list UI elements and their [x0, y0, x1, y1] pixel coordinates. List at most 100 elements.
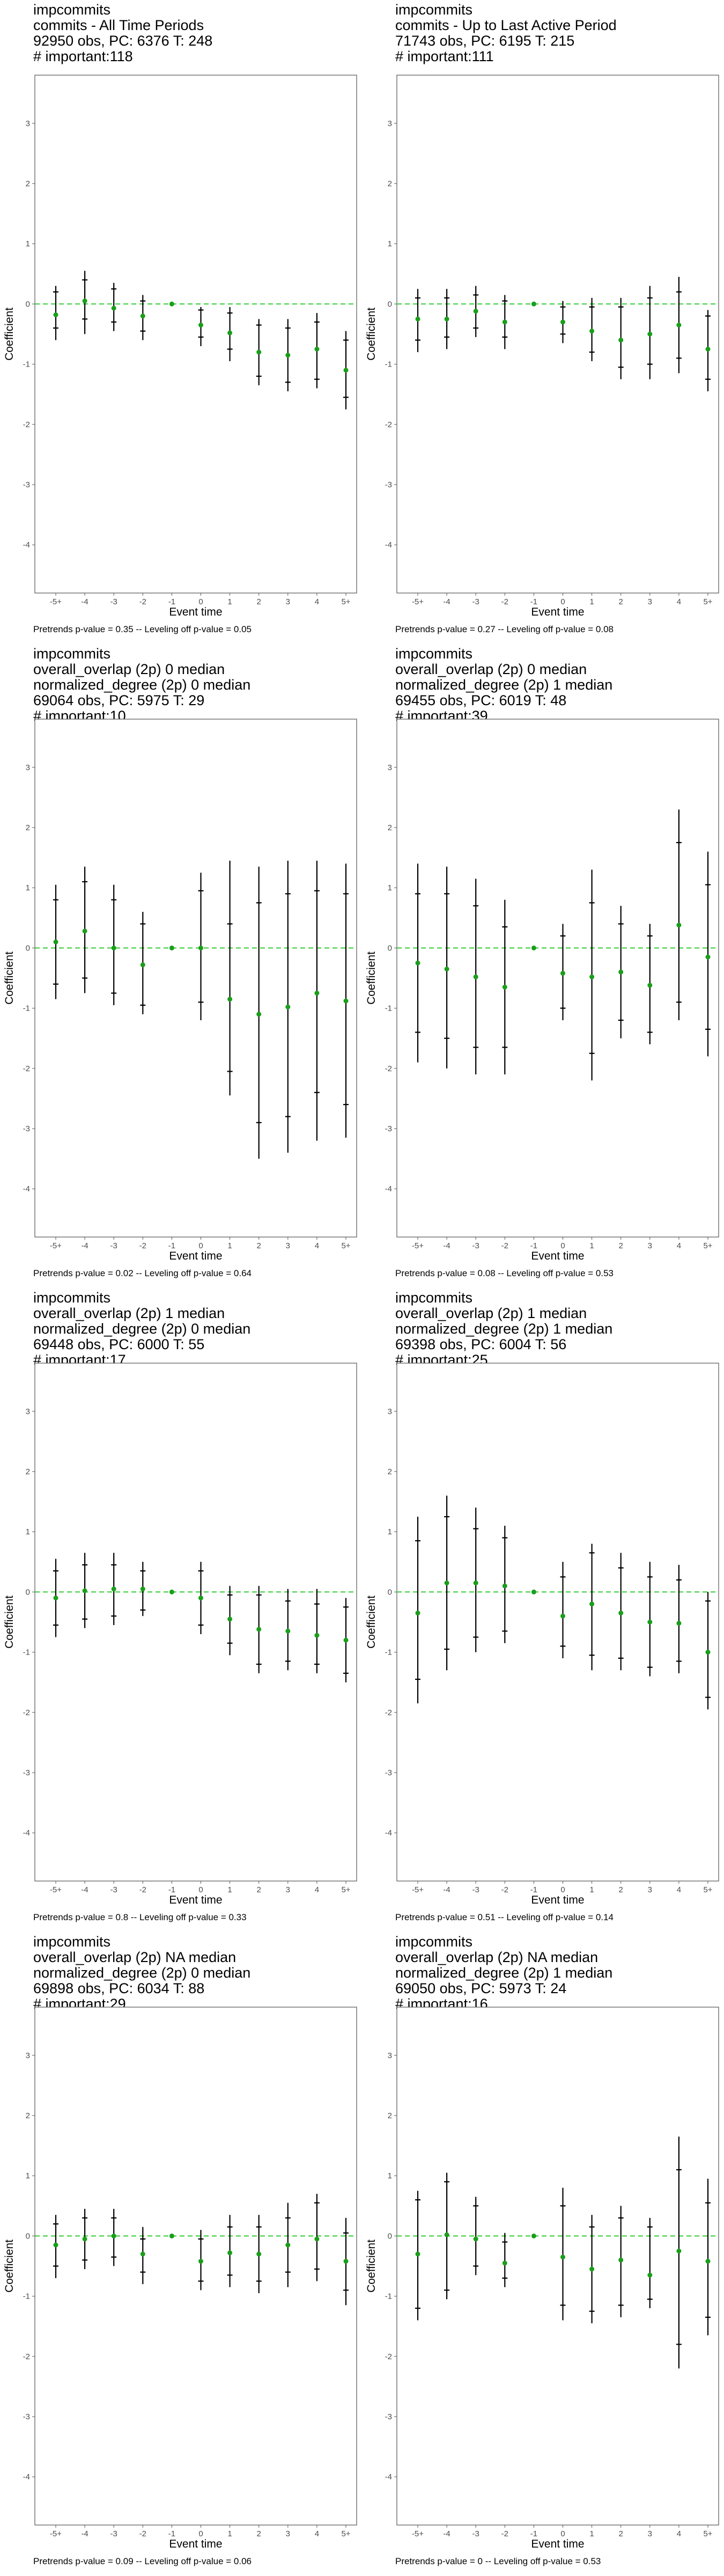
x-tick-label: -2 [501, 597, 508, 606]
x-tick-label: -2 [501, 2529, 508, 2538]
event-study-panel: impcommits overall_overlap (2p) 0 median n… [0, 644, 362, 1288]
panel-title-line: 69455 obs, PC: 6019 T: 48 [395, 692, 567, 708]
y-tick-label: 1 [26, 883, 30, 892]
x-tick-label: 5+ [703, 1885, 712, 1894]
x-axis-label: Event time [169, 606, 222, 618]
event-study-panel: impcommits overall_overlap (2p) 0 median n… [362, 644, 724, 1288]
x-tick-label: -1 [530, 597, 537, 606]
x-tick-label: 3 [648, 1885, 652, 1894]
y-tick-label: -4 [385, 1828, 392, 1838]
panel-title: impcommits overall_overlap (2p) NA median… [33, 1934, 250, 2012]
x-tick-label: -1 [168, 1885, 175, 1894]
x-tick-label: -2 [139, 597, 146, 606]
event-study-plot: -4 -3 -2 -1 0 1 2 3 -5+ -4 -3 -2 -1 0 1 2 3 4 5+ Event time… [365, 719, 719, 1262]
coefficient-point [169, 945, 174, 950]
y-tick-label: -3 [385, 1124, 392, 1133]
coefficient-point [82, 298, 87, 304]
panel-title-line: overall_overlap (2p) NA median [33, 1949, 237, 1965]
x-tick-label: 5+ [341, 2529, 350, 2538]
x-tick-label: -2 [139, 1241, 146, 1250]
y-tick-label: 1 [388, 1527, 392, 1536]
coefficient-point [314, 1633, 320, 1638]
y-tick-label: -4 [23, 540, 30, 550]
y-axis-label: Coefficient [3, 1596, 16, 1649]
x-tick-label: 5+ [703, 597, 712, 606]
coefficient-point [444, 1580, 449, 1586]
x-tick-label: 4 [315, 2529, 319, 2538]
x-axis-label: Event time [531, 606, 584, 618]
y-tick-label: 0 [388, 943, 392, 953]
y-tick-label: -1 [23, 2292, 30, 2301]
x-tick-label: -2 [139, 2529, 146, 2538]
y-tick-label: 3 [388, 1407, 392, 1416]
coefficient-point [343, 998, 349, 1004]
panel-title-line: 69050 obs, PC: 5973 T: 24 [395, 1980, 567, 1996]
coefficient-point [198, 945, 203, 950]
y-tick-label: -1 [385, 1004, 392, 1013]
panel-title-line: # important:118 [33, 48, 133, 64]
coefficient-point [343, 2259, 349, 2264]
coefficient-point [531, 945, 536, 950]
x-tick-label: 1 [589, 1885, 594, 1894]
panel-title-line: impcommits [395, 646, 473, 662]
coefficient-point [473, 1580, 478, 1586]
event-study-panel: impcommits commits - Up to Last Active Pe… [362, 0, 724, 644]
x-tick-label: 4 [315, 597, 319, 606]
x-tick-label: 0 [560, 597, 565, 606]
panel-title-line: impcommits [395, 2, 473, 18]
plot-frame [396, 75, 719, 594]
panel-title-line: overall_overlap (2p) NA median [395, 1949, 599, 1965]
coefficient-point [314, 2236, 320, 2242]
panel-title-line: normalized_degree (2p) 1 median [395, 1321, 613, 1337]
coefficient-point [444, 316, 449, 321]
coefficient-point [502, 2260, 507, 2266]
coefficient-point [444, 2232, 449, 2237]
panel-title-line: overall_overlap (2p) 1 median [33, 1305, 225, 1321]
panel-title-line: impcommits [33, 1934, 111, 1950]
pvalue-footer: Pretrends p-value = 0.8 -- Leveling off … [33, 1912, 247, 1922]
x-tick-label: 3 [648, 597, 652, 606]
y-tick-label: 3 [388, 2051, 392, 2060]
coefficient-point [169, 2233, 174, 2238]
panel-title-line: overall_overlap (2p) 0 median [395, 661, 587, 677]
x-tick-label: -5+ [50, 1241, 62, 1250]
y-tick-label: -2 [23, 1708, 30, 1717]
x-tick-label: -4 [443, 597, 450, 606]
x-tick-label: -1 [168, 597, 175, 606]
panel-title-line: 69398 obs, PC: 6004 T: 56 [395, 1336, 567, 1352]
event-study-plot: -4 -3 -2 -1 0 1 2 3 -5+ -4 -3 -2 -1 0 1 2 3 4 5+ Event time… [3, 719, 357, 1262]
x-tick-label: -5+ [50, 597, 62, 606]
coefficient-point [227, 997, 233, 1002]
pvalue-footer: Pretrends p-value = 0.35 -- Leveling off… [33, 624, 252, 634]
coefficient-point [473, 2236, 478, 2242]
coefficient-point [647, 2272, 653, 2278]
x-tick-label: -3 [472, 1885, 479, 1894]
coefficient-point [705, 2259, 711, 2264]
pvalue-footer: Pretrends p-value = 0.02 -- Leveling off… [33, 1268, 252, 1278]
coefficient-point [227, 2250, 233, 2256]
coefficient-point [256, 349, 262, 355]
x-tick-label: -4 [81, 597, 88, 606]
y-tick-label: -3 [23, 1768, 30, 1777]
x-tick-label: 5+ [341, 597, 350, 606]
y-tick-label: 0 [26, 1587, 30, 1597]
x-tick-label: -1 [168, 1241, 175, 1250]
event-study-plot: -4 -3 -2 -1 0 1 2 3 -5+ -4 -3 -2 -1 0 1 2 3 4 5+ Event time… [3, 1363, 357, 1906]
x-tick-label: 4 [677, 597, 681, 606]
y-tick-label: 3 [26, 2051, 30, 2060]
event-study-plot: -4 -3 -2 -1 0 1 2 3 -5+ -4 -3 -2 -1 0 1 2 3 4 5+ Event time… [365, 2007, 719, 2550]
y-tick-label: 1 [26, 2171, 30, 2180]
coefficient-point [169, 301, 174, 306]
coefficient-point [618, 1611, 624, 1616]
y-tick-label: 2 [26, 823, 30, 832]
coefficient-point [589, 974, 595, 979]
y-tick-label: -3 [385, 480, 392, 489]
panel-title-line: 69898 obs, PC: 6034 T: 88 [33, 1980, 205, 1996]
coefficient-point [560, 1613, 565, 1619]
y-tick-label: 2 [388, 179, 392, 188]
coefficient-point [560, 971, 565, 976]
coefficient-point [111, 1586, 116, 1592]
event-study-panel: impcommits overall_overlap (2p) 1 median n… [0, 1288, 362, 1932]
coefficient-point [256, 2251, 262, 2257]
y-tick-label: -2 [23, 2352, 30, 2361]
